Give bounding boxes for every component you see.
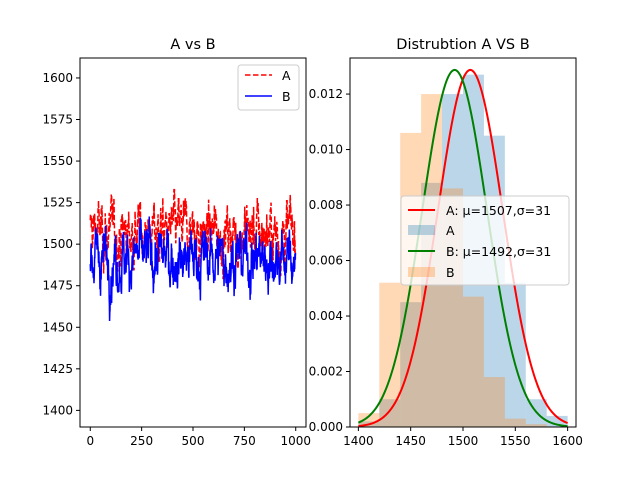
legend-patch-b: [408, 267, 435, 277]
line-series-group: [89, 188, 297, 322]
series-line-b: [89, 216, 297, 322]
y-tick-label: 0.010: [309, 143, 343, 157]
legend-label-a: A: [282, 68, 291, 83]
x-tick-label: 1600: [552, 434, 583, 448]
line-chart-frame: [79, 57, 307, 428]
legend-label-curve-b: B: μ=1492,σ=31: [446, 244, 551, 259]
y-tick-label: 0.006: [309, 254, 343, 268]
distribution-chart-panel: Distrubtion A VS B 1400 1450 1500 1550 1600 0…: [309, 37, 583, 448]
y-tick-label: 0.002: [309, 365, 343, 379]
y-tick-label: 1500: [42, 237, 73, 251]
y-tick-label: 1525: [42, 196, 73, 210]
x-tick-label: 500: [182, 434, 205, 448]
hist-bar-a: [504, 282, 526, 427]
legend-box: [237, 64, 300, 111]
legend-box: [400, 195, 570, 286]
hist-bar-b: [504, 418, 526, 427]
distribution-chart-title: Distrubtion A VS B: [396, 37, 529, 53]
hist-bar-b: [525, 424, 547, 427]
legend-label-curve-a: A: μ=1507,σ=31: [446, 203, 551, 218]
y-tick-label: 0.012: [309, 87, 343, 101]
hist-bar-b: [483, 377, 505, 427]
line-chart-legend: A B: [237, 64, 300, 111]
normal-curves-group: [357, 68, 568, 428]
distribution-chart-frame: [349, 57, 577, 428]
line-chart-title: A vs B: [170, 37, 215, 53]
legend-label-b: B: [282, 89, 291, 104]
y-tick-label: 1600: [42, 71, 73, 85]
x-tick-label: 1550: [500, 434, 531, 448]
x-tick-label: 750: [233, 434, 256, 448]
line-chart-panel: A vs B 0 250 500 750 1000 1400 1425 1450 1475 150…: [42, 37, 311, 448]
y-tick-label: 1450: [42, 320, 73, 334]
legend-patch-a: [408, 225, 435, 235]
y-tick-label: 0.004: [309, 309, 343, 323]
y-tick-label: 0.000: [309, 420, 343, 434]
y-tick-label: 1425: [42, 362, 73, 376]
x-tick-label: 0: [86, 434, 94, 448]
legend-label-hist-a: A: [446, 223, 455, 238]
distribution-chart-legend: A: μ=1507,σ=31 A B: μ=1492,σ=31 B: [400, 195, 570, 286]
legend-label-hist-b: B: [446, 265, 455, 280]
x-tick-label: 1450: [395, 434, 426, 448]
hist-bar-a: [379, 399, 401, 427]
y-tick-label: 1475: [42, 279, 73, 293]
x-tick-label: 1400: [343, 434, 374, 448]
line-chart-ticks: 0 250 500 750 1000 1400 1425 1450 1475 1500 1525 15…: [42, 71, 311, 448]
y-tick-label: 1400: [42, 403, 73, 417]
hist-bar-a: [546, 415, 568, 427]
y-tick-label: 1550: [42, 154, 73, 168]
x-tick-label: 1500: [448, 434, 479, 448]
x-tick-label: 1000: [280, 434, 311, 448]
y-tick-label: 1575: [42, 113, 73, 127]
distribution-chart-ticks: 1400 1450 1500 1550 1600 0.000 0.002 0.004 0.006…: [309, 87, 583, 448]
series-line-a: [89, 188, 297, 280]
normal-curve-b: [357, 68, 568, 428]
y-tick-label: 0.008: [309, 198, 343, 212]
x-tick-label: 250: [130, 434, 153, 448]
hist-bar-b: [463, 296, 484, 427]
